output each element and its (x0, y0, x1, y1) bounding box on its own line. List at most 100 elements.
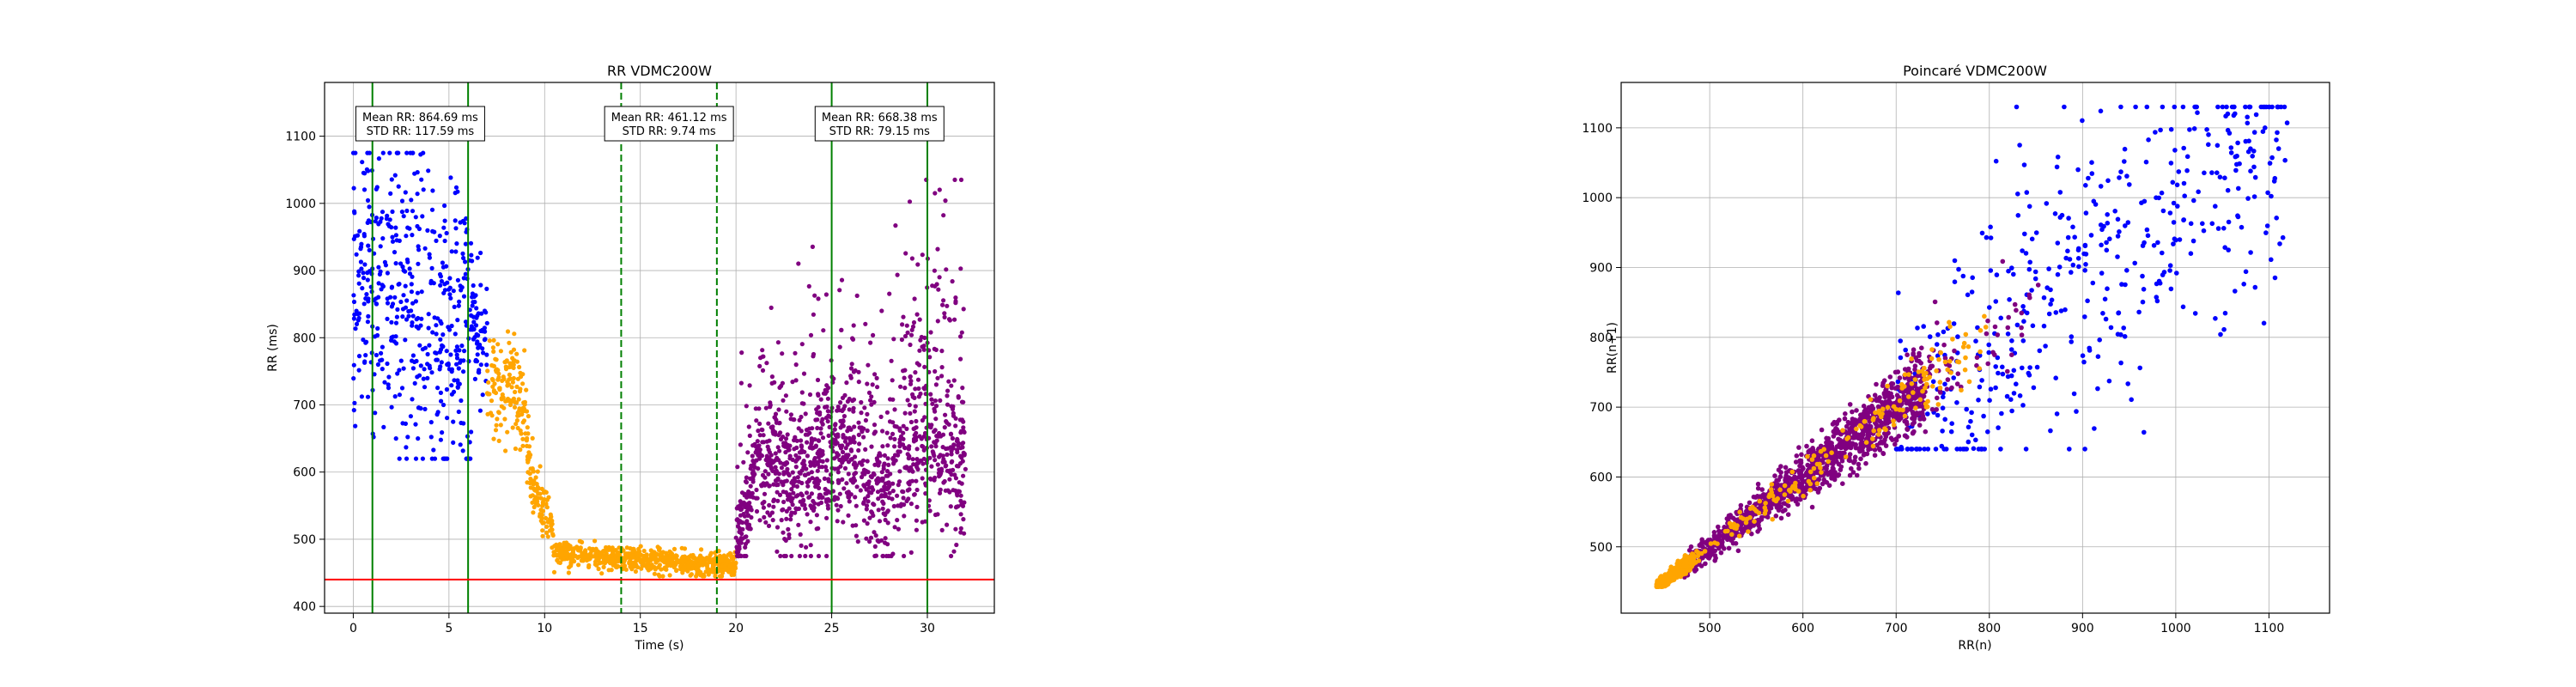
rr-data-point (878, 494, 884, 499)
rr-data-point (879, 538, 884, 543)
rr-data-point (481, 350, 486, 356)
poincare-data-point (1960, 273, 1966, 279)
rr-data-point (933, 404, 939, 409)
poincare-data-point (2264, 223, 2270, 228)
rr-data-point (762, 469, 768, 474)
rr-data-point (908, 550, 914, 556)
rr-data-point (852, 460, 857, 465)
rr-data-point (958, 430, 963, 435)
rr-data-point (885, 443, 890, 448)
rr-data-point (437, 234, 442, 239)
poincare-data-point (2192, 104, 2197, 110)
rr-data-point (565, 551, 570, 556)
rr-data-point (378, 269, 383, 274)
rr-data-point (951, 488, 956, 493)
rr-data-point (471, 326, 477, 331)
rr-data-point (711, 561, 716, 566)
rr-data-point (763, 520, 769, 525)
rr-data-point (892, 444, 897, 449)
rr-data-point (913, 386, 918, 392)
rr-data-point (490, 345, 496, 350)
y-tick-label: 400 (293, 600, 316, 614)
rr-data-point (866, 494, 871, 499)
rr-data-point (400, 264, 405, 270)
rr-data-point (462, 221, 467, 226)
rr-data-point (665, 556, 671, 562)
rr-data-point (835, 466, 841, 471)
poincare-data-point (2196, 189, 2201, 195)
poincare-data-point (1974, 362, 1979, 368)
poincare-data-point (2160, 250, 2165, 256)
rr-data-point (914, 447, 920, 452)
poincare-data-point (2055, 271, 2061, 277)
rr-data-point (508, 399, 514, 404)
rr-data-point (909, 256, 914, 261)
rr-data-point (808, 520, 813, 525)
poincare-data-point (2246, 104, 2252, 110)
rr-data-point (518, 370, 523, 375)
rr-data-point (355, 318, 361, 323)
poincare-data-point (2105, 221, 2111, 226)
poincare-data-point (1778, 515, 1784, 521)
rr-data-point (393, 261, 398, 266)
rr-data-point (813, 484, 818, 489)
rr-data-point (805, 512, 810, 517)
rr-data-point (860, 458, 866, 463)
rr-data-point (914, 312, 920, 317)
poincare-data-point (1883, 443, 1889, 448)
rr-data-point (695, 564, 701, 569)
rr-data-point (453, 348, 459, 353)
rr-data-point (914, 504, 920, 510)
poincare-data-point (2043, 344, 2048, 349)
rr-data-point (468, 327, 473, 332)
rr-data-point (512, 331, 517, 337)
rr-data-point (884, 481, 890, 486)
rr-data-point (438, 337, 443, 342)
rr-data-point (904, 323, 909, 328)
poincare-data-point (1864, 410, 1870, 416)
rr-data-point (878, 414, 884, 419)
rr-data-point (515, 410, 520, 416)
rr-data-point (491, 436, 496, 441)
rr-data-point (473, 293, 478, 298)
rr-data-point (404, 456, 410, 461)
rr-data-point (434, 331, 439, 337)
poincare-data-point (1840, 439, 1845, 444)
poincare-data-point (2226, 247, 2231, 252)
poincare-data-point (1782, 483, 1788, 489)
rr-data-point (853, 465, 858, 471)
rr-data-point (606, 547, 611, 552)
rr-data-point (470, 295, 475, 300)
poincare-data-point (1801, 493, 1806, 499)
stats-annotation-box (814, 106, 945, 142)
rr-data-point (817, 447, 823, 453)
rr-data-point (840, 408, 845, 413)
rr-data-point (393, 225, 398, 230)
rr-data-point (781, 435, 786, 440)
poincare-data-point (1940, 405, 1946, 411)
poincare-data-point (1917, 423, 1923, 428)
rr-data-point (824, 515, 829, 520)
rr-data-point (935, 462, 940, 467)
rr-data-point (921, 447, 927, 453)
poincare-data-point (1944, 386, 1950, 392)
poincare-data-point (1807, 465, 1813, 471)
rr-data-point (723, 562, 728, 567)
rr-data-point (395, 371, 400, 376)
rr-data-point (913, 370, 918, 375)
poincare-data-point (2245, 120, 2251, 126)
rr-data-point (824, 458, 829, 463)
rr-data-point (409, 289, 414, 295)
poincare-data-point (1830, 446, 1835, 451)
rr-data-point (945, 388, 951, 393)
poincare-data-point (1824, 440, 1829, 446)
rr-data-point (744, 519, 750, 524)
poincare-data-point (1816, 487, 1821, 493)
rr-data-point (456, 366, 461, 371)
rr-data-point (444, 386, 450, 392)
rr-data-point (601, 564, 606, 570)
poincare-data-point (1704, 539, 1710, 544)
poincare-data-point (2062, 104, 2067, 110)
rr-data-point (351, 316, 356, 321)
rr-data-point (884, 410, 890, 415)
